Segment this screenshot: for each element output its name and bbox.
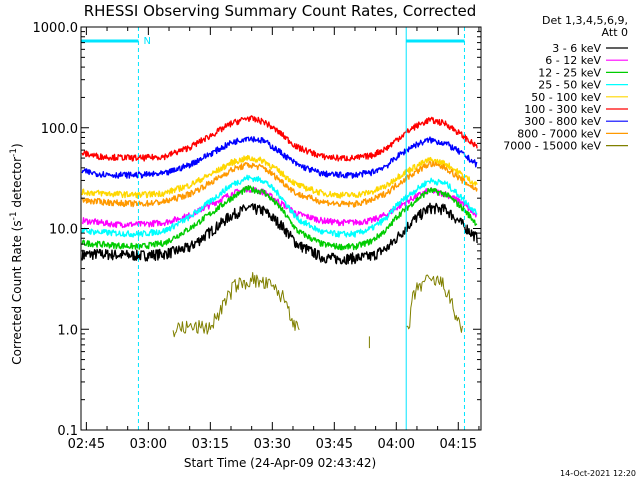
x-tick-label: 04:00: [378, 437, 415, 452]
legend-label: 3 - 6 keV: [552, 42, 601, 55]
y-axis-title-end: ): [10, 143, 24, 148]
legend-label: 300 - 800 keV: [524, 115, 601, 128]
legend-header: Det 1,3,4,5,6,9,: [542, 14, 628, 27]
x-tick-label: 03:45: [316, 437, 353, 452]
x-tick-label: 04:15: [440, 437, 477, 452]
x-tick-label: 03:30: [254, 437, 291, 452]
footer-date: 14-Oct-2021 12:20: [560, 469, 636, 478]
legend-label: 100 - 300 keV: [524, 103, 601, 116]
y-tick-label: 1000.0: [33, 21, 79, 36]
series-line: [81, 154, 478, 199]
y-axis-title: Corrected Count Rate (s-1 detector-1): [9, 143, 24, 364]
legend-label: 50 - 100 keV: [531, 91, 601, 104]
series-line: [81, 185, 478, 229]
y-axis-title-sup1: -1: [9, 211, 19, 220]
legend-label: 6 - 12 keV: [545, 54, 601, 67]
series-line: [172, 272, 463, 349]
svg-text:Corrected Count Rate (s-1 dete: Corrected Count Rate (s-1 detector-1): [9, 143, 24, 364]
x-tick-label: 03:15: [192, 437, 229, 452]
series-line: [81, 174, 478, 238]
x-axis-title: Start Time (24-Apr-09 02:43:42): [184, 456, 376, 470]
y-tick-label: 1.0: [57, 323, 78, 338]
series-line: [81, 161, 478, 208]
legend-label: 25 - 50 keV: [538, 79, 601, 92]
series-line: [81, 202, 478, 265]
night-flag-label: N: [143, 36, 150, 47]
series-line: [81, 115, 478, 162]
chart-title: RHESSI Observing Summary Count Rates, Co…: [84, 2, 477, 20]
plot-frame: [80, 26, 482, 431]
y-tick-label: 0.1: [57, 424, 78, 439]
series-line: [81, 136, 478, 179]
legend-label: 7000 - 15000 keV: [503, 140, 601, 153]
y-tick-label: 100.0: [41, 122, 78, 137]
x-tick-label: 03:00: [130, 437, 167, 452]
y-axis-title-mid: detector: [10, 157, 24, 212]
legend-label: 12 - 25 keV: [538, 66, 601, 79]
y-axis-title-sup2: -1: [9, 148, 19, 157]
y-tick-label: 10.0: [49, 223, 78, 238]
x-tick-label: 02:45: [68, 437, 105, 452]
series-line: [81, 185, 478, 251]
legend-label: 800 - 7000 keV: [517, 127, 601, 140]
y-axis-title-main: Corrected Count Rate (s: [10, 220, 24, 364]
legend-header: Att 0: [602, 26, 628, 39]
